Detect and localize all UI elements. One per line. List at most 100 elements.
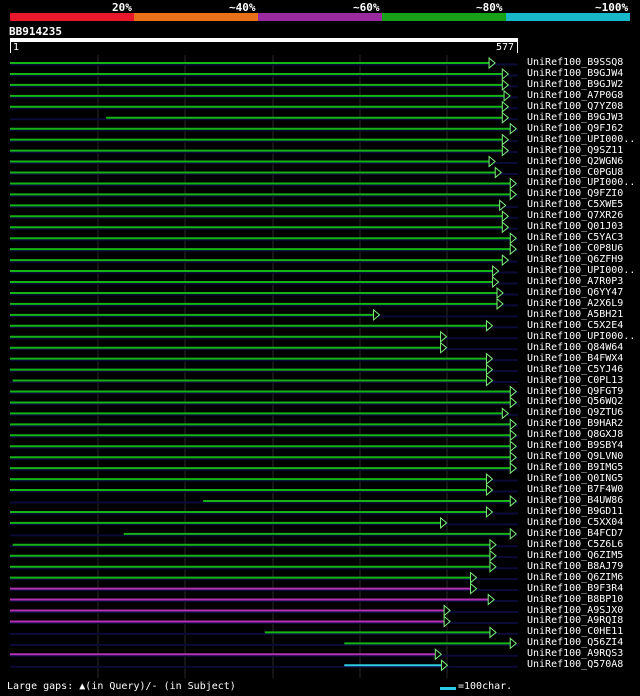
legend-gaps: Large gaps: ▲(in Query)/- (in Subject) <box>7 681 236 692</box>
hit-label[interactable]: UniRef100_Q2WGN6 <box>527 155 624 167</box>
ruler-tick-end <box>517 42 518 53</box>
hit-label[interactable]: UniRef100_UPI000.. <box>527 330 636 342</box>
hit-label[interactable]: UniRef100_C0P8U6 <box>527 243 624 255</box>
hit-label[interactable]: UniRef100_B9IMG5 <box>527 462 624 474</box>
hit-arrow <box>489 626 497 639</box>
hit-lines <box>10 56 518 672</box>
hit-arrow <box>470 582 478 595</box>
hit-label[interactable]: UniRef100_Q9LVN0 <box>527 451 624 463</box>
hit-arrow <box>440 659 449 672</box>
hit-label[interactable]: UniRef100_Q8GXJ8 <box>527 429 624 441</box>
hit-label[interactable]: UniRef100_A7P0G8 <box>527 89 624 101</box>
hit-arrow <box>485 473 494 486</box>
hit-label[interactable]: UniRef100_A9SJX0 <box>527 604 624 616</box>
hit-arrow <box>440 330 448 343</box>
hit-label[interactable]: UniRef100_Q56WQ2 <box>527 396 624 408</box>
hit-arrow <box>509 451 518 464</box>
hit-arrow <box>501 221 510 234</box>
legend-scale-bar <box>440 687 456 690</box>
hit-label[interactable]: UniRef100_Q6ZIM6 <box>527 571 624 583</box>
hit-label[interactable]: UniRef100_Q9FJ62 <box>527 122 624 134</box>
hit-label[interactable]: UniRef100_C5Z6L6 <box>527 538 624 550</box>
hit-label[interactable]: UniRef100_C0PL13 <box>527 374 624 386</box>
hit-label[interactable]: UniRef100_Q7YZ08 <box>527 100 624 112</box>
hit-label[interactable]: UniRef100_B9F3R4 <box>527 582 624 594</box>
hit-label[interactable]: UniRef100_Q9FGT9 <box>527 385 624 397</box>
hit-label[interactable]: UniRef100_Q9SZ11 <box>527 144 624 156</box>
ruler-end-label: 577 <box>496 42 515 53</box>
scale-label-20: 20% <box>112 1 132 14</box>
hit-label[interactable]: UniRef100_A7R0P3 <box>527 276 624 287</box>
hit-label[interactable]: UniRef100_A5BH21 <box>527 308 624 320</box>
hit-label[interactable]: UniRef100_Q6YY47 <box>527 286 624 298</box>
hit-label[interactable]: UniRef100_B9HAR2 <box>527 418 624 430</box>
hit-arrow <box>501 78 510 91</box>
hit-arrow <box>443 604 451 617</box>
hit-arrow <box>509 232 518 245</box>
hit-label[interactable]: UniRef100_C0PGU8 <box>527 166 624 178</box>
hit-arrow <box>509 637 518 650</box>
scale-label-60: ~60% <box>353 1 380 14</box>
hit-arrow <box>501 100 510 113</box>
hit-label[interactable]: UniRef100_Q9ZTU6 <box>527 407 624 419</box>
hit-label[interactable]: UniRef100_C5XX04 <box>527 516 624 528</box>
hit-label[interactable]: UniRef100_C5XWE5 <box>527 199 624 211</box>
hit-arrow <box>494 166 503 179</box>
hit-label[interactable]: UniRef100_UPI000.. <box>527 133 636 145</box>
hit-label[interactable]: UniRef100_B8AJ79 <box>527 560 624 572</box>
hit-arrow <box>373 308 381 321</box>
hit-label[interactable]: UniRef100_A2X6L9 <box>527 297 624 309</box>
hit-label[interactable]: UniRef100_B4FCD7 <box>527 527 624 539</box>
hit-label[interactable]: UniRef100_B9SSQ8 <box>527 57 624 68</box>
hit-label[interactable]: UniRef100_B4UW86 <box>527 495 624 506</box>
hit-label[interactable]: UniRef100_B7F4W0 <box>527 484 624 496</box>
hit-label[interactable]: UniRef100_B9SBY4 <box>527 440 624 452</box>
hit-arrow <box>501 67 510 81</box>
hit-arrow <box>470 571 478 584</box>
hit-arrow <box>485 363 494 376</box>
hit-label[interactable]: UniRef100_Q9FZI0 <box>527 188 624 200</box>
scale-label-40: ~40% <box>229 1 256 14</box>
hit-arrow <box>509 429 518 442</box>
hit-label[interactable]: UniRef100_UPI000.. <box>527 265 636 277</box>
query-ruler <box>10 38 518 42</box>
hit-arrow <box>434 648 443 661</box>
hit-label[interactable]: UniRef100_C5YAC3 <box>527 232 624 244</box>
hit-label[interactable]: UniRef100_Q6ZFH9 <box>527 254 624 266</box>
hit-label[interactable]: UniRef100_C0HE11 <box>527 626 624 638</box>
hit-arrow <box>501 254 510 267</box>
hit-label[interactable]: UniRef100_UPI000.. <box>527 177 636 189</box>
hit-arrow <box>501 111 510 124</box>
hit-label[interactable]: UniRef100_C5YJ46 <box>527 363 624 375</box>
hit-label[interactable]: UniRef100_B4FWX4 <box>527 352 624 364</box>
hit-arrow <box>501 133 510 146</box>
hit-label[interactable]: UniRef100_B9GD11 <box>527 505 624 517</box>
hit-label[interactable]: UniRef100_B9GJW3 <box>527 111 624 123</box>
hit-label[interactable]: UniRef100_Q0ING5 <box>527 473 624 485</box>
ruler-start-label: 1 <box>13 42 20 53</box>
hit-label[interactable]: UniRef100_Q56ZI4 <box>527 637 624 649</box>
hit-label[interactable]: UniRef100_Q570A8 <box>527 659 624 671</box>
hit-label[interactable]: UniRef100_Q7XR26 <box>527 210 624 222</box>
hit-label[interactable]: UniRef100_Q01J03 <box>527 221 624 233</box>
ruler-tick-start <box>10 42 11 53</box>
hit-arrow <box>496 297 504 310</box>
hit-label[interactable]: UniRef100_Q84W64 <box>527 341 624 353</box>
hit-label[interactable]: UniRef100_B9GJW2 <box>527 78 624 90</box>
hit-arrow <box>499 199 507 212</box>
hit-arrow <box>501 144 510 157</box>
legend-left-text: Large gaps: <box>7 681 74 692</box>
hit-label[interactable]: UniRef100_Q6ZIM5 <box>527 549 624 561</box>
hit-arrow <box>488 155 496 168</box>
hit-label[interactable]: UniRef100_A9RQI8 <box>527 615 624 627</box>
hit-label[interactable]: UniRef100_B8BP10 <box>527 593 624 605</box>
hit-label[interactable]: UniRef100_A9RQS3 <box>527 648 624 660</box>
hit-label[interactable]: UniRef100_B9GJW4 <box>527 67 624 79</box>
hit-arrow <box>489 549 497 562</box>
hit-arrow <box>440 341 448 354</box>
hit-arrow <box>443 615 451 628</box>
hit-label[interactable]: UniRef100_C5X2E4 <box>527 319 624 331</box>
hit-arrow <box>509 418 518 431</box>
hit-arrow <box>501 407 510 420</box>
